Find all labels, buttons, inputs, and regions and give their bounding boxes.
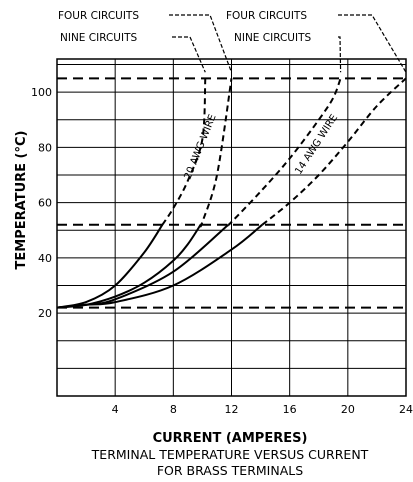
y-tick-label: 20: [38, 307, 52, 320]
x-tick-label: 24: [399, 403, 413, 416]
y-tick-label: 100: [31, 86, 52, 99]
callout-label: NINE CIRCUITS: [234, 32, 312, 44]
series-line-dashed: [199, 78, 233, 228]
callout-leader-line: [169, 14, 233, 73]
x-tick-label: 4: [112, 403, 119, 416]
x-tick-label: 20: [341, 403, 355, 416]
curve-label-14awg: 14 AWG WIRE: [293, 113, 340, 177]
callout-leader-line: [338, 36, 342, 73]
plot-frame: [56, 58, 407, 397]
y-tick-label: 40: [38, 252, 52, 265]
reference-lines: [57, 77, 406, 309]
callout-label: FOUR CIRCUITS: [226, 10, 307, 22]
tick-labels: 4 8 12 16 20 24 20 40 60 80 100: [31, 86, 413, 416]
x-axis-title: CURRENT (AMPERES): [153, 431, 308, 446]
series-line-solid: [56, 224, 164, 309]
series-line-dashed: [227, 77, 342, 227]
series-line-solid: [56, 223, 229, 309]
callouts: FOUR CIRCUITS NINE CIRCUITS FOUR CIRCUITS N…: [58, 10, 407, 73]
x-tick-label: 16: [283, 403, 297, 416]
grid: [56, 59, 407, 396]
caption-line-2: FOR BRASS TERMINALS: [157, 463, 303, 478]
curves: [56, 77, 407, 309]
callout-leader-line: [338, 14, 407, 73]
callout-label: FOUR CIRCUITS: [58, 10, 139, 22]
x-tick-label: 8: [170, 403, 177, 416]
y-tick-label: 60: [38, 197, 52, 210]
callout-leader-line: [172, 36, 206, 73]
series-line-solid: [56, 224, 202, 309]
y-tick-label: 80: [38, 141, 52, 154]
y-axis-title: TEMPERATURE (°C): [14, 131, 29, 270]
caption-line-1: TERMINAL TEMPERATURE VERSUS CURRENT: [91, 447, 369, 462]
x-tick-label: 12: [225, 403, 239, 416]
series-line-dashed: [261, 77, 407, 226]
series-line-dashed: [161, 78, 207, 226]
callout-label: NINE CIRCUITS: [60, 32, 138, 44]
